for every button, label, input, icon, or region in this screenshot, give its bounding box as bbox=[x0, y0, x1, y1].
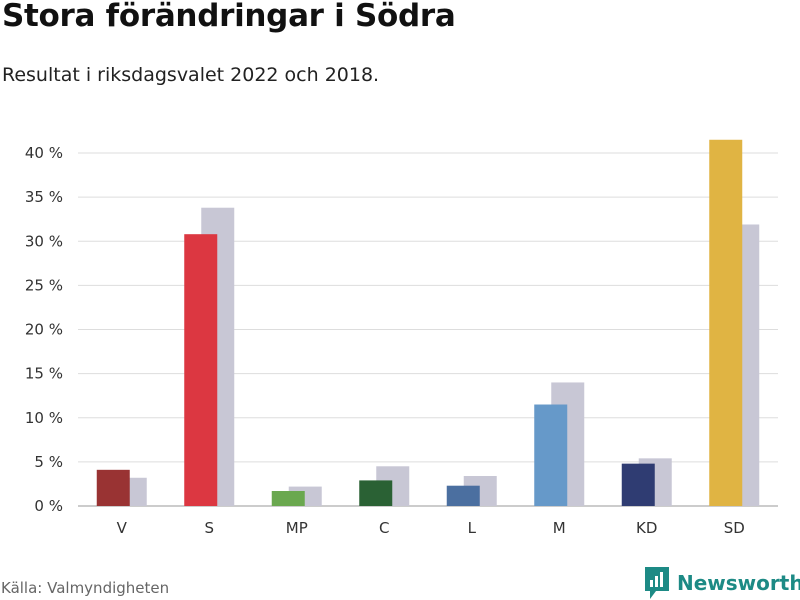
bar-2022-v bbox=[96, 469, 130, 506]
chart-title: Stora förändringar i Södra bbox=[2, 0, 456, 34]
x-tick-label: C bbox=[379, 519, 389, 537]
y-tick-label: 40 % bbox=[25, 144, 63, 162]
y-tick-label: 15 % bbox=[25, 365, 63, 383]
y-tick-label: 30 % bbox=[25, 232, 63, 250]
bars bbox=[96, 139, 760, 507]
bar-2022-m bbox=[534, 404, 568, 506]
x-tick-label: MP bbox=[286, 519, 308, 537]
bar-2022-l bbox=[446, 485, 480, 506]
y-axis-labels: 0 % 5 % 10 % 15 % 20 % 25 % 30 % 35 % 40 % bbox=[25, 144, 63, 515]
brand-name: Newsworthy bbox=[677, 571, 800, 595]
chart-subtitle: Resultat i riksdagsvalet 2022 och 2018. bbox=[2, 64, 380, 86]
x-tick-label: L bbox=[468, 519, 477, 537]
source-note: Källa: Valmyndigheten bbox=[1, 579, 170, 597]
x-tick-label: SD bbox=[724, 519, 745, 537]
bar-2022-c bbox=[359, 480, 393, 506]
y-tick-label: 10 % bbox=[25, 409, 63, 427]
gridlines bbox=[78, 152, 778, 507]
brand-logo: Newsworthy bbox=[644, 566, 800, 600]
bar-2022-sd bbox=[709, 139, 743, 506]
x-axis-labels: V S MP C L M KD SD bbox=[117, 519, 745, 537]
x-tick-label: V bbox=[117, 519, 128, 537]
y-tick-label: 20 % bbox=[25, 321, 63, 339]
y-tick-label: 5 % bbox=[34, 453, 63, 471]
bar-2022-s bbox=[184, 234, 218, 506]
y-tick-label: 35 % bbox=[25, 188, 63, 206]
x-tick-label: M bbox=[553, 519, 566, 537]
newsworthy-logo-icon bbox=[645, 567, 669, 599]
y-tick-label: 0 % bbox=[34, 497, 63, 515]
bar-2022-mp bbox=[271, 490, 305, 506]
x-tick-label: S bbox=[204, 519, 214, 537]
x-tick-label: KD bbox=[636, 519, 657, 537]
bar-2022-kd bbox=[621, 463, 655, 506]
y-tick-label: 25 % bbox=[25, 276, 63, 294]
